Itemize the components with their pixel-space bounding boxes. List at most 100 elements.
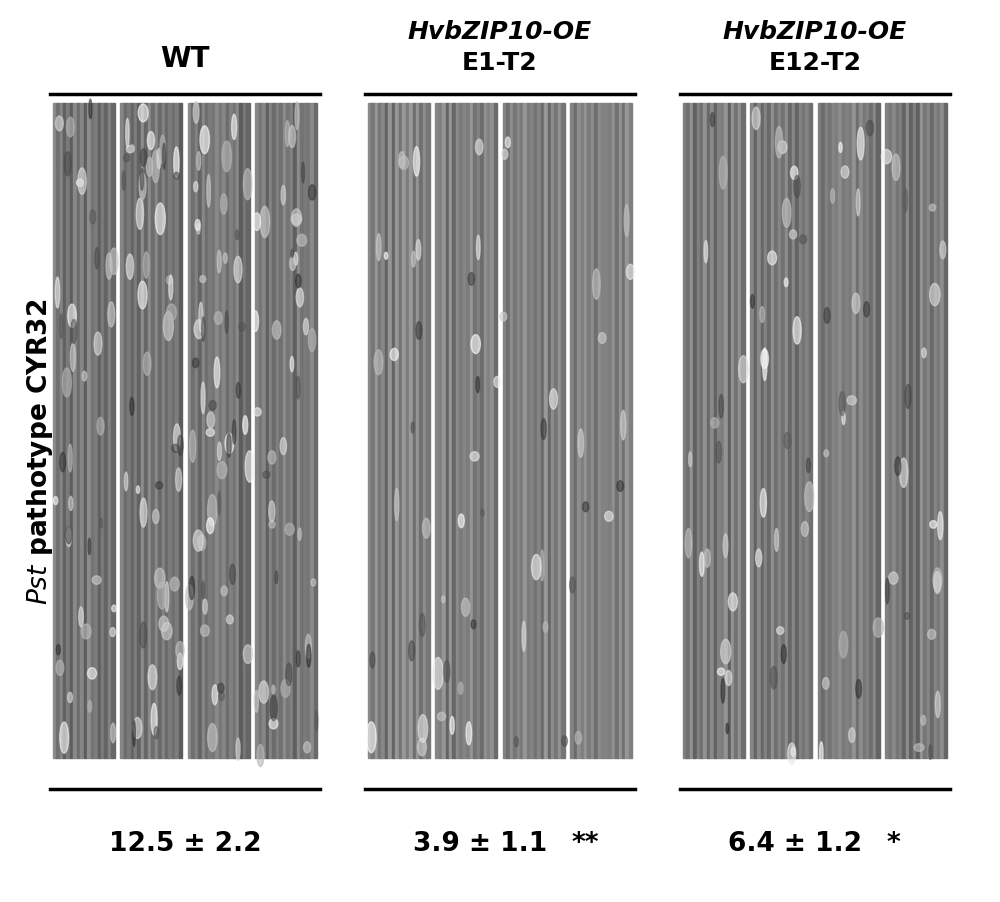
Ellipse shape: [126, 119, 129, 148]
Bar: [818, 104, 821, 758]
Ellipse shape: [111, 723, 116, 743]
Ellipse shape: [55, 117, 63, 132]
Bar: [587, 104, 591, 758]
Ellipse shape: [136, 486, 140, 494]
Bar: [741, 104, 745, 758]
Ellipse shape: [223, 253, 227, 264]
Ellipse shape: [192, 359, 199, 368]
Bar: [584, 104, 587, 758]
Bar: [838, 104, 842, 758]
Ellipse shape: [140, 622, 147, 649]
Ellipse shape: [593, 270, 600, 300]
Bar: [392, 104, 395, 758]
Bar: [561, 104, 565, 758]
Ellipse shape: [624, 206, 629, 237]
Text: 6.4 ± 1.2: 6.4 ± 1.2: [728, 831, 862, 856]
Ellipse shape: [225, 434, 234, 454]
Ellipse shape: [575, 732, 582, 744]
Bar: [63, 104, 66, 758]
Ellipse shape: [239, 323, 245, 332]
Ellipse shape: [236, 739, 240, 760]
Ellipse shape: [374, 351, 383, 375]
Ellipse shape: [716, 442, 721, 464]
Ellipse shape: [768, 252, 777, 265]
Bar: [208, 104, 212, 758]
Ellipse shape: [873, 618, 883, 638]
Ellipse shape: [163, 144, 166, 170]
Ellipse shape: [68, 305, 76, 328]
Ellipse shape: [793, 318, 801, 345]
Ellipse shape: [176, 642, 184, 659]
Ellipse shape: [209, 401, 216, 410]
Ellipse shape: [157, 150, 161, 170]
Ellipse shape: [444, 661, 450, 683]
Ellipse shape: [147, 133, 155, 151]
Ellipse shape: [930, 284, 940, 307]
Ellipse shape: [177, 653, 183, 670]
Bar: [832, 104, 835, 758]
Ellipse shape: [94, 333, 102, 355]
Ellipse shape: [801, 522, 808, 537]
Ellipse shape: [234, 257, 242, 283]
Bar: [520, 104, 523, 758]
Ellipse shape: [723, 534, 728, 558]
Ellipse shape: [311, 579, 316, 586]
Bar: [798, 104, 802, 758]
Bar: [131, 104, 134, 758]
Bar: [906, 104, 909, 758]
Bar: [913, 104, 916, 758]
Bar: [87, 104, 91, 758]
Ellipse shape: [541, 550, 544, 581]
Ellipse shape: [418, 739, 426, 756]
Text: 3.9 ± 1.1: 3.9 ± 1.1: [413, 831, 547, 856]
Ellipse shape: [97, 418, 104, 436]
Ellipse shape: [605, 511, 613, 521]
Ellipse shape: [442, 596, 445, 603]
Bar: [402, 104, 406, 758]
Ellipse shape: [839, 392, 845, 416]
Bar: [598, 104, 601, 758]
Ellipse shape: [193, 530, 203, 551]
Text: E12-T2: E12-T2: [768, 51, 862, 75]
Ellipse shape: [704, 549, 710, 567]
Ellipse shape: [170, 577, 179, 592]
Ellipse shape: [847, 396, 856, 405]
Ellipse shape: [81, 624, 91, 640]
Ellipse shape: [152, 151, 159, 183]
Ellipse shape: [471, 621, 476, 629]
Ellipse shape: [416, 240, 421, 261]
Bar: [856, 104, 859, 758]
Bar: [375, 104, 378, 758]
Ellipse shape: [541, 419, 546, 440]
Ellipse shape: [260, 207, 270, 238]
Ellipse shape: [824, 308, 830, 324]
Bar: [272, 104, 276, 758]
Bar: [892, 104, 896, 758]
Bar: [805, 104, 809, 758]
Ellipse shape: [189, 577, 194, 600]
Bar: [449, 104, 452, 758]
Bar: [731, 104, 734, 758]
Ellipse shape: [138, 281, 147, 309]
Ellipse shape: [433, 658, 443, 690]
Bar: [179, 104, 182, 758]
Ellipse shape: [820, 742, 823, 767]
Ellipse shape: [71, 320, 77, 345]
Ellipse shape: [481, 510, 484, 517]
Ellipse shape: [140, 499, 147, 528]
Ellipse shape: [290, 357, 294, 373]
Bar: [608, 104, 612, 758]
Bar: [413, 104, 416, 758]
Ellipse shape: [494, 377, 500, 388]
Bar: [53, 104, 56, 758]
Ellipse shape: [934, 572, 941, 594]
Ellipse shape: [778, 142, 787, 154]
Bar: [690, 104, 693, 758]
Bar: [548, 104, 551, 758]
Ellipse shape: [272, 686, 275, 695]
Ellipse shape: [245, 451, 254, 483]
Ellipse shape: [199, 303, 203, 333]
Ellipse shape: [220, 195, 227, 215]
Ellipse shape: [450, 716, 454, 734]
Bar: [757, 104, 761, 758]
